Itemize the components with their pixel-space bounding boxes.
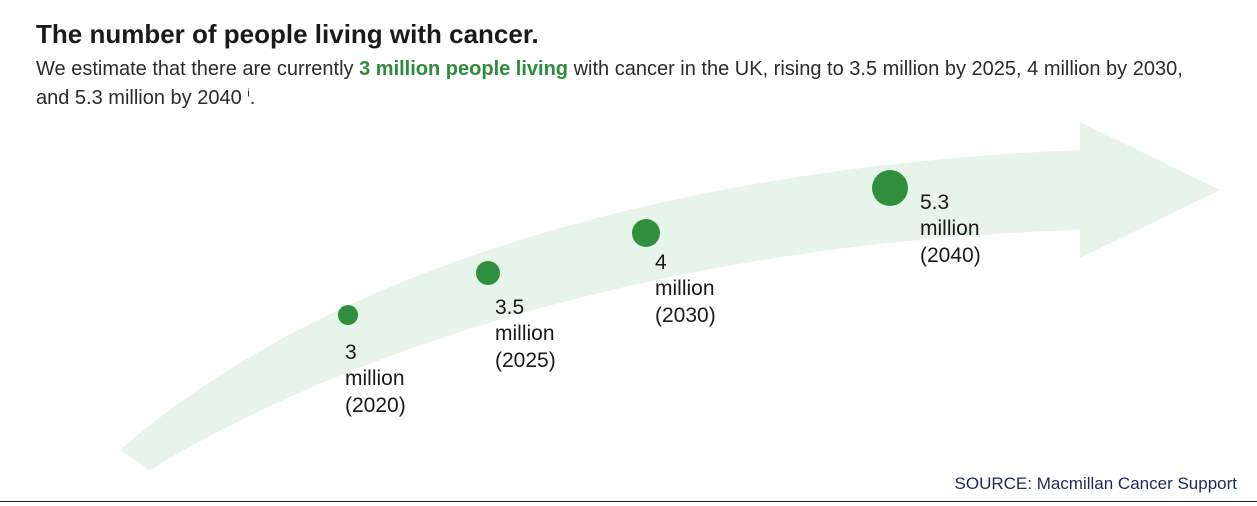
data-point-label: 5.3million(2040) (920, 190, 981, 269)
data-point-dot (338, 305, 358, 325)
data-point-dot (872, 170, 908, 206)
point-value: 5.3 (920, 190, 981, 216)
source-label: SOURCE: Macmillan Cancer Support (955, 474, 1237, 494)
point-value: 3.5 (495, 295, 556, 321)
subtitle-highlight: 3 million people living (359, 58, 568, 80)
point-year: (2020) (345, 393, 406, 419)
point-year: (2040) (920, 243, 981, 269)
header: The number of people living with cancer.… (0, 0, 1257, 113)
data-point-label: 3.5million(2025) (495, 295, 556, 374)
data-point-dot (476, 261, 500, 285)
subtitle: We estimate that there are currently 3 m… (36, 55, 1221, 113)
bottom-rule (0, 501, 1257, 502)
point-unit: million (920, 216, 981, 242)
point-value: 4 (655, 250, 716, 276)
growth-arrow-chart: 3million(2020)3.5million(2025)4million(2… (0, 110, 1257, 470)
point-year: (2030) (655, 303, 716, 329)
data-point-label: 4million(2030) (655, 250, 716, 329)
point-unit: million (495, 321, 556, 347)
point-unit: million (655, 276, 716, 302)
page-title: The number of people living with cancer. (36, 18, 1221, 51)
arrow-svg (0, 110, 1257, 470)
data-point-dot (632, 219, 660, 247)
point-value: 3 (345, 340, 406, 366)
point-year: (2025) (495, 348, 556, 374)
subtitle-end: . (250, 87, 256, 109)
data-point-label: 3million(2020) (345, 340, 406, 419)
point-unit: million (345, 366, 406, 392)
subtitle-pre: We estimate that there are currently (36, 58, 359, 80)
